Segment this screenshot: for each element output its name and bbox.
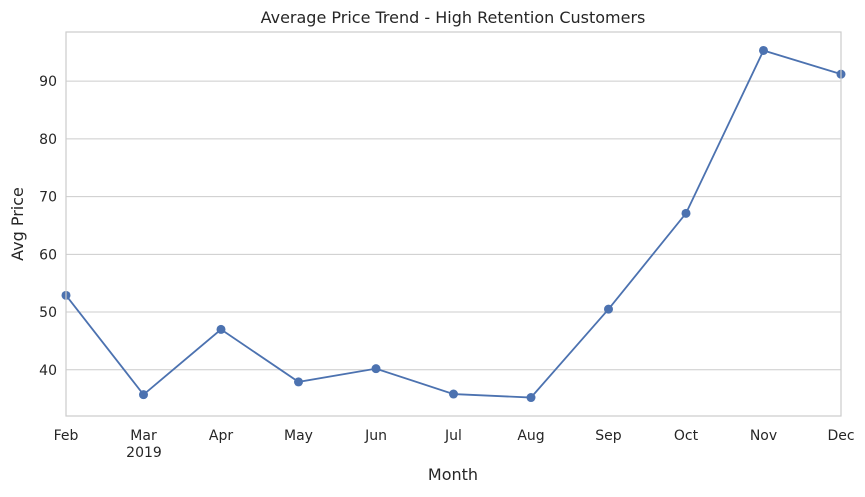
plot-frame: [65, 31, 842, 417]
x-tick-label: Aug: [517, 428, 544, 444]
data-point-may: [294, 377, 303, 387]
y-tick-labels: 40 50 60 70 80 90: [39, 74, 57, 379]
gridlines: [66, 80, 841, 371]
y-tick-label: 50: [39, 305, 57, 321]
x-year-label: 2019: [126, 445, 162, 461]
x-tick-label: Jul: [444, 428, 462, 444]
data-point-aug: [526, 393, 536, 403]
x-tick-labels: Feb Mar Apr May Jun Jul Aug Sep Oct Nov Dec: [54, 428, 855, 444]
x-tick-label: Sep: [595, 428, 622, 444]
y-tick-label: 70: [39, 190, 57, 206]
y-tick-label: 80: [39, 132, 57, 148]
x-axis-label: Month: [428, 465, 478, 484]
x-tick-label: Jun: [364, 428, 387, 444]
data-point-oct: [681, 208, 691, 218]
x-tick-label: Mar: [130, 428, 157, 444]
x-tick-label: Oct: [674, 428, 699, 444]
x-tick-label: Feb: [54, 428, 79, 444]
chart-title: Average Price Trend - High Retention Cus…: [261, 8, 646, 27]
data-point-jul: [449, 389, 458, 399]
x-tick-label: Dec: [827, 428, 854, 444]
x-tick-label: Apr: [209, 428, 233, 444]
x-tick-label: Nov: [750, 428, 777, 444]
x-tick-label: May: [284, 428, 313, 444]
series-group: [61, 45, 846, 403]
data-point-sep: [604, 304, 613, 314]
y-tick-label: 90: [39, 74, 57, 90]
data-point-jun: [371, 364, 381, 374]
data-point-mar: [139, 390, 148, 400]
data-point-nov: [759, 45, 768, 55]
data-point-apr: [216, 324, 226, 334]
y-tick-label: 40: [39, 363, 57, 379]
series-line: [65, 49, 842, 399]
y-tick-label: 60: [39, 247, 57, 263]
y-axis-label: Avg Price: [8, 187, 27, 261]
